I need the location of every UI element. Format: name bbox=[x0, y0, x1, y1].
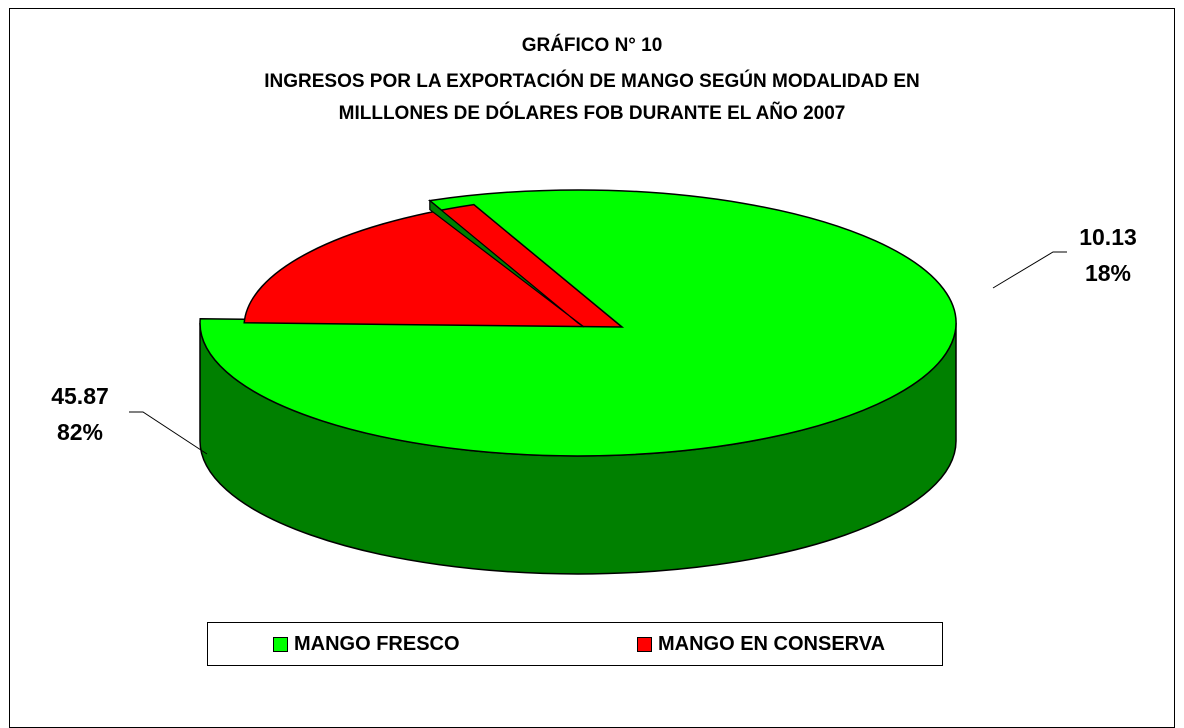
legend-swatch-mango-fresco bbox=[273, 636, 288, 652]
data-label-percent-mango-en-conserva: 18% bbox=[1085, 260, 1131, 286]
leader-line-mango-fresco bbox=[129, 411, 208, 455]
pie-slice-mango-en-conserva bbox=[243, 203, 625, 328]
pie-cut-face-mango-fresco bbox=[429, 199, 585, 328]
legend-label-mango-en-conserva: MANGO EN CONSERVA bbox=[658, 632, 886, 655]
legend-label-mango-fresco: MANGO FRESCO bbox=[294, 632, 460, 655]
pie-chart: 45.87 82% 10.13 18% bbox=[51, 189, 1137, 575]
legend-swatch-mango-en-conserva bbox=[637, 636, 652, 652]
legend-item-mango-fresco: MANGO FRESCO bbox=[273, 633, 460, 655]
chart-title-line-2: INGRESOS POR LA EXPORTACIÓN DE MANGO SEG… bbox=[264, 71, 920, 92]
leader-line-mango-en-conserva bbox=[992, 251, 1067, 289]
data-label-value-mango-fresco: 45.87 bbox=[51, 383, 109, 409]
legend: MANGO FRESCO MANGO EN CONSERVA bbox=[207, 622, 943, 666]
legend-item-mango-en-conserva: MANGO EN CONSERVA bbox=[637, 633, 885, 655]
data-label-value-mango-en-conserva: 10.13 bbox=[1079, 224, 1137, 250]
data-label-percent-mango-fresco: 82% bbox=[57, 419, 103, 445]
chart-title-line-1: GRÁFICO N° 10 bbox=[521, 35, 663, 56]
chart-title-line-3: MILLLONES DE DÓLARES FOB DURANTE EL AÑO … bbox=[338, 103, 846, 124]
